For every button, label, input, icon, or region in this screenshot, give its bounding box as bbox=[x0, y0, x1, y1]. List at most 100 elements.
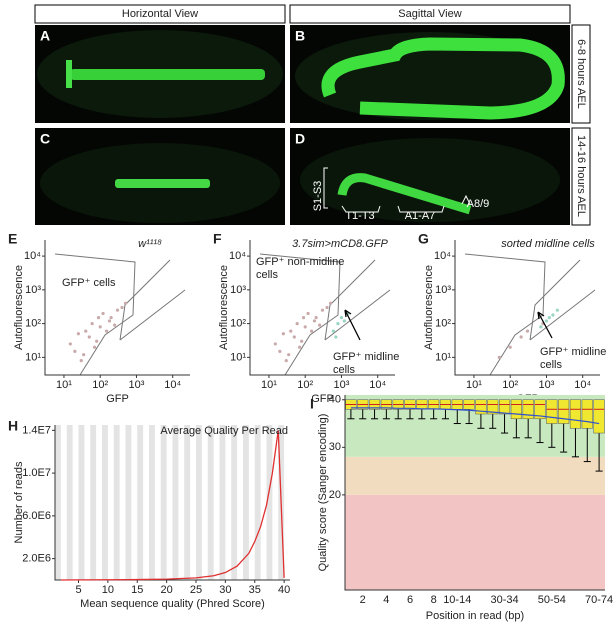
annotation: cells bbox=[256, 269, 279, 281]
panel-letter: C bbox=[40, 131, 50, 147]
stripe bbox=[113, 425, 120, 580]
point bbox=[76, 332, 80, 336]
arrow bbox=[537, 311, 553, 339]
point bbox=[84, 329, 88, 333]
point bbox=[79, 359, 83, 363]
annotation: GFP⁺ cells bbox=[62, 277, 116, 289]
point bbox=[314, 316, 318, 320]
point bbox=[104, 329, 109, 333]
x-axis-label: GFP bbox=[106, 393, 129, 405]
point bbox=[301, 316, 306, 320]
x-tick-label: 10¹ bbox=[261, 379, 277, 391]
x-tick-label: 10² bbox=[297, 379, 313, 391]
midline bbox=[115, 179, 210, 188]
point bbox=[303, 325, 307, 329]
arrow bbox=[344, 309, 361, 341]
annotation: cells bbox=[540, 359, 563, 371]
midline bbox=[70, 69, 265, 80]
midline bbox=[321, 37, 565, 120]
axis bbox=[44, 240, 190, 376]
x-tick-label: 20 bbox=[161, 584, 173, 596]
point bbox=[101, 311, 105, 316]
x-tick-label: 8 bbox=[431, 594, 437, 606]
x-tick-label: 10² bbox=[502, 379, 518, 391]
stripe bbox=[231, 425, 238, 580]
segment-label: S1-S3 bbox=[312, 181, 324, 212]
x-tick-label: 10³ bbox=[539, 379, 555, 391]
stripe bbox=[196, 425, 202, 580]
y-tick-label: 10² bbox=[435, 318, 451, 330]
point bbox=[309, 329, 314, 333]
point bbox=[339, 316, 344, 320]
panel-letter: G bbox=[418, 231, 429, 247]
x-tick-label: 10⁴ bbox=[369, 379, 386, 391]
panel-title: sorted midline cells bbox=[501, 238, 595, 250]
header: Horizontal View bbox=[122, 8, 198, 20]
panel-letter: E bbox=[8, 231, 17, 247]
point bbox=[96, 316, 101, 320]
midline bbox=[337, 173, 472, 215]
point bbox=[107, 319, 112, 323]
y-tick-label: 10³ bbox=[435, 284, 451, 296]
y-tick-label: 10³ bbox=[230, 284, 246, 296]
y-tick-label: 10⁴ bbox=[229, 250, 246, 262]
point bbox=[300, 339, 304, 343]
point bbox=[281, 332, 285, 336]
x-tick-label: 10¹ bbox=[56, 379, 72, 391]
panel-title: w¹¹¹⁸ bbox=[138, 238, 162, 250]
point bbox=[95, 339, 99, 343]
x-tick-label: 15 bbox=[131, 584, 143, 596]
annotation: GFP⁺ non-midline bbox=[256, 256, 344, 268]
panel-letter: A bbox=[40, 28, 50, 44]
x-tick-label: 30-34 bbox=[490, 594, 518, 606]
y-axis-label: Number of reads bbox=[13, 461, 25, 543]
segment-label: A1-A7 bbox=[405, 210, 436, 222]
point bbox=[297, 345, 302, 349]
point bbox=[342, 319, 346, 323]
x-axis-label: Position in read (bp) bbox=[426, 610, 524, 622]
point bbox=[336, 322, 340, 326]
point bbox=[320, 308, 325, 312]
annotation: cells bbox=[333, 364, 356, 376]
y-axis-label: Autofluorescence bbox=[218, 265, 230, 350]
x-tick-label: 10⁴ bbox=[164, 379, 181, 391]
embryo bbox=[300, 138, 560, 222]
y-tick-label: 30 bbox=[329, 441, 341, 453]
point bbox=[306, 311, 310, 316]
x-tick-label: 10⁴ bbox=[574, 379, 591, 391]
point bbox=[295, 322, 299, 326]
point bbox=[92, 345, 97, 349]
box bbox=[593, 399, 605, 434]
stripe bbox=[102, 425, 108, 580]
point bbox=[497, 355, 501, 359]
point bbox=[120, 305, 124, 310]
x-tick-label: 25 bbox=[190, 584, 202, 596]
y-tick-label: 10⁴ bbox=[434, 250, 451, 262]
box bbox=[569, 399, 582, 429]
x-axis-label: GFP bbox=[311, 393, 334, 405]
point bbox=[123, 301, 128, 305]
axis bbox=[344, 395, 605, 591]
panel-letter: I bbox=[310, 396, 314, 412]
line bbox=[60, 430, 285, 581]
gate bbox=[119, 259, 186, 341]
point bbox=[73, 349, 77, 354]
gate bbox=[324, 259, 391, 341]
y-tick-label: 10¹ bbox=[435, 351, 451, 363]
box bbox=[487, 399, 499, 415]
segment-label: A8/9 bbox=[467, 198, 490, 210]
point bbox=[90, 322, 94, 326]
point bbox=[113, 323, 117, 327]
midline bbox=[66, 60, 72, 88]
box bbox=[522, 399, 534, 420]
y-tick-label: 1.4E7 bbox=[22, 424, 51, 436]
y-tick-label: 20 bbox=[329, 489, 341, 501]
annotation: GFP⁺ midline bbox=[540, 346, 606, 358]
gate bbox=[529, 259, 596, 341]
point bbox=[87, 335, 91, 339]
point bbox=[539, 325, 543, 329]
stripe bbox=[90, 425, 97, 580]
panel-letter: H bbox=[8, 418, 18, 434]
point bbox=[292, 335, 296, 339]
box bbox=[558, 399, 570, 424]
